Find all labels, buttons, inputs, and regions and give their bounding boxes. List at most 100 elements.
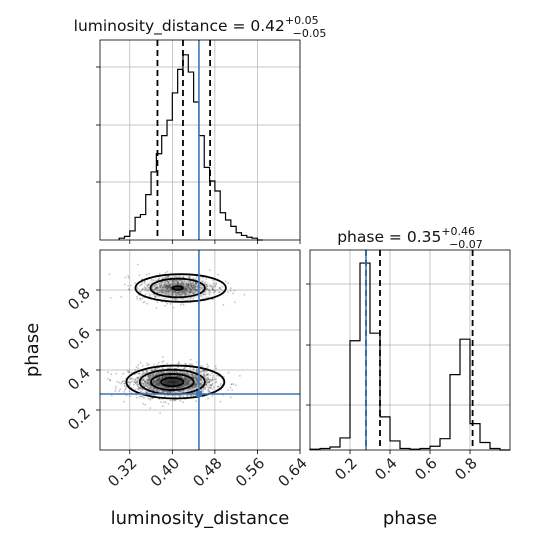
scatter-point (168, 390, 171, 393)
scatter-point (138, 395, 141, 398)
scatter-point (209, 285, 211, 287)
scatter-point (186, 291, 188, 294)
scatter-point (161, 281, 163, 284)
scatter-ytick-label-3: 0.8 (64, 284, 94, 314)
scatter-point (171, 294, 174, 297)
scatter-point (208, 380, 211, 383)
scatter-point (166, 270, 169, 273)
scatter-point (157, 385, 160, 387)
scatter-point (187, 285, 190, 288)
scatter-point (176, 281, 179, 284)
scatter-point (152, 373, 155, 376)
scatter-point (136, 286, 139, 289)
scatter-point (194, 386, 197, 388)
scatter-point (185, 288, 188, 290)
scatter-point (167, 290, 170, 292)
scatter-point (155, 283, 158, 286)
scatter-point (138, 372, 141, 375)
scatter-point (179, 375, 182, 378)
right-hist-xtick-label-1: 0.4 (371, 454, 401, 484)
scatter-point (206, 285, 209, 288)
scatter-point (154, 379, 157, 382)
scatter-point (190, 289, 193, 292)
scatter-point (156, 372, 158, 375)
scatter-point (207, 390, 210, 393)
title1-param: luminosity_distance (74, 17, 228, 36)
scatter-point (196, 379, 199, 382)
scatter-point (182, 283, 185, 286)
scatter-point (167, 403, 170, 405)
scatter-point (149, 387, 152, 390)
scatter-point (122, 400, 125, 403)
scatter-point (109, 379, 111, 382)
scatter-point (141, 387, 144, 390)
scatter-point (213, 285, 216, 288)
scatter-point (188, 283, 190, 286)
scatter-point (211, 286, 214, 289)
scatter-point (154, 380, 157, 383)
scatter-point (156, 286, 159, 289)
scatter-point (171, 387, 174, 390)
scatter-point (190, 284, 193, 287)
scatter-point (161, 290, 163, 293)
scatter-point (179, 294, 182, 297)
scatter-point (145, 382, 148, 385)
scatter-point (118, 390, 121, 392)
scatter-point (158, 377, 161, 379)
scatter-point (205, 288, 208, 290)
scatter-point (147, 286, 150, 289)
scatter-point (199, 376, 202, 379)
scatter-point (219, 400, 222, 403)
scatter-point (135, 295, 138, 298)
scatter-point (194, 286, 197, 289)
scatter-point (155, 384, 158, 387)
scatter-point (168, 294, 171, 296)
scatter-point (173, 370, 176, 373)
scatter-point (209, 387, 212, 390)
scatter-density-1-4 (173, 286, 182, 290)
scatter-point (189, 383, 191, 385)
scatter-inner (107, 263, 246, 414)
scatter-point (161, 288, 164, 291)
scatter-point (168, 286, 171, 288)
scatter-point (186, 384, 188, 387)
phase-histogram: 0.2 0.4 0.6 0.8 (306, 249, 511, 484)
scatter-point (127, 288, 130, 290)
scatter-point (196, 379, 199, 382)
scatter-point (147, 386, 149, 389)
scatter-point (208, 269, 211, 271)
scatter-point (215, 282, 218, 285)
scatter-point (195, 369, 198, 372)
scatter-point (185, 372, 187, 375)
scatter-point (191, 364, 194, 366)
scatter-point (207, 389, 210, 391)
scatter-point (196, 290, 198, 292)
scatter-point (165, 292, 168, 295)
scatter-point (207, 389, 210, 391)
scatter-point (192, 376, 195, 379)
scatter-point (158, 390, 161, 392)
scatter-point (205, 370, 208, 373)
scatter-point (185, 378, 188, 380)
scatter-point (137, 388, 140, 391)
scatter-point (194, 287, 197, 290)
scatter-point (184, 292, 186, 295)
scatter-point (162, 390, 165, 393)
scatter-point (179, 291, 182, 293)
scatter-point (167, 290, 170, 293)
scatter-point (168, 290, 171, 292)
scatter-point (158, 282, 161, 285)
scatter-point (152, 388, 155, 391)
scatter-point (153, 363, 155, 366)
scatter-point (208, 390, 211, 392)
scatter-point (156, 389, 159, 392)
scatter-point (159, 287, 162, 289)
scatter-point (178, 375, 181, 377)
scatter-point (161, 367, 164, 370)
scatter-point (186, 395, 189, 397)
scatter-point (151, 388, 154, 391)
scatter-point (193, 285, 196, 288)
scatter-point (194, 288, 197, 291)
scatter-point (155, 383, 158, 386)
scatter-point (193, 286, 195, 289)
